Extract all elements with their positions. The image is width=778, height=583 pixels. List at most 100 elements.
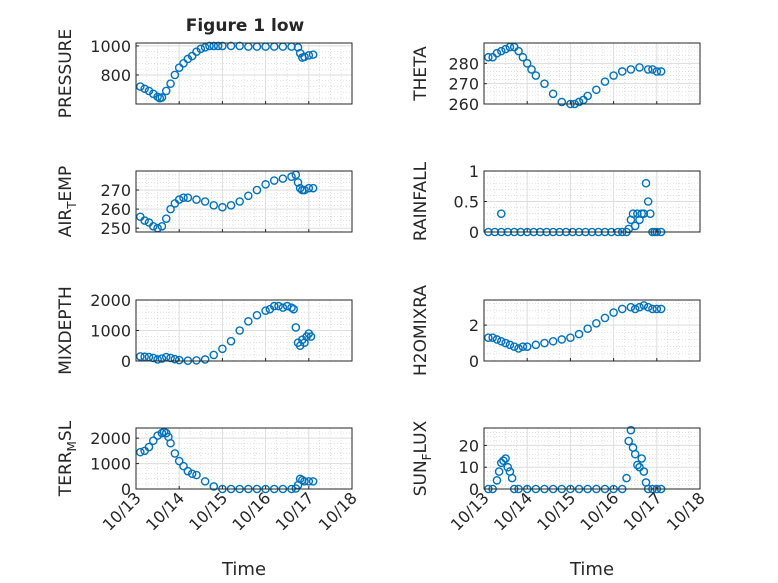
- y-tick-label: 2: [469, 316, 479, 335]
- y-tick-label: 800: [100, 66, 131, 85]
- data-point: [557, 97, 567, 107]
- data-point: [174, 456, 184, 466]
- data-point: [514, 344, 523, 353]
- y-tick-label: 0: [121, 480, 131, 499]
- data-point: [166, 438, 175, 448]
- data-point: [226, 41, 236, 51]
- data-point: [269, 301, 279, 311]
- y-tick-label: 0: [469, 352, 479, 371]
- data-point: [287, 303, 296, 312]
- data-point: [637, 454, 646, 463]
- data-point: [200, 477, 210, 486]
- data-point: [209, 350, 219, 360]
- data-point: [496, 336, 506, 346]
- x-tick-label: 10/16: [576, 488, 622, 534]
- data-point: [501, 454, 510, 463]
- data-point: [609, 71, 618, 80]
- y-tick-label: 280: [448, 54, 479, 73]
- y-axis-label: H2OMIXRA: [411, 285, 431, 376]
- data-point: [300, 52, 309, 62]
- data-point: [574, 329, 584, 339]
- data-point: [161, 86, 171, 96]
- data-point: [484, 52, 493, 62]
- y-tick-label: 1: [469, 162, 479, 181]
- data-point: [205, 41, 214, 51]
- data-point: [592, 85, 601, 95]
- data-point: [269, 176, 279, 185]
- data-point: [170, 449, 180, 458]
- data-point: [153, 92, 162, 102]
- data-point: [157, 221, 167, 231]
- data-point: [136, 82, 145, 91]
- data-point: [648, 65, 657, 74]
- data-point: [583, 91, 592, 101]
- x-tick-label: 10/15: [533, 488, 579, 534]
- data-point: [293, 178, 303, 187]
- data-point: [179, 59, 188, 68]
- data-point: [300, 477, 309, 486]
- data-point: [499, 456, 508, 465]
- data-point: [600, 313, 610, 323]
- y-axis-label: THETA: [411, 46, 431, 102]
- data-point: [592, 319, 601, 328]
- subplot-mixdepth: 0 1000 2000 MIXDEPTH: [56, 286, 353, 375]
- axes-box: [135, 42, 353, 105]
- data-point: [304, 477, 314, 486]
- data-point: [278, 174, 288, 183]
- data-point: [226, 201, 236, 210]
- data-point: [628, 209, 638, 218]
- data-point: [209, 41, 219, 51]
- data-point: [643, 302, 653, 312]
- y-tick-label: 0: [121, 352, 131, 371]
- data-point: [630, 221, 640, 231]
- data-point: [235, 326, 244, 335]
- data-point: [192, 470, 201, 480]
- data-point: [148, 353, 158, 363]
- data-point: [574, 97, 584, 107]
- data-point: [148, 221, 158, 231]
- y-axis-label: TERRMSL: [56, 420, 79, 497]
- data-point: [161, 214, 171, 223]
- data-point: [501, 44, 510, 54]
- data-point: [235, 41, 244, 51]
- data-point: [507, 473, 517, 483]
- x-tick-label: 10/14: [142, 488, 188, 534]
- y-tick-label: 2000: [90, 429, 131, 448]
- data-point: [166, 353, 175, 363]
- data-point: [226, 336, 236, 346]
- data-point: [209, 201, 219, 210]
- subplot-pressure: 800 1000 PRESSURE: [56, 29, 353, 118]
- data-point: [609, 308, 618, 317]
- data-point: [179, 461, 188, 471]
- y-axis-label: MIXDEPTH: [56, 286, 76, 375]
- data-point: [641, 178, 651, 188]
- y-axis-label: SUNFLUX: [411, 420, 434, 496]
- data-point: [540, 338, 549, 348]
- data-point: [183, 193, 193, 202]
- data-point: [136, 447, 145, 457]
- data-point: [496, 458, 506, 468]
- data-point: [635, 462, 644, 472]
- data-point: [200, 197, 210, 206]
- data-point: [209, 482, 219, 491]
- data-point: [308, 477, 318, 486]
- y-tick-label: 10: [459, 458, 479, 477]
- data-point: [308, 183, 318, 193]
- data-point: [144, 442, 154, 452]
- data-point: [252, 310, 262, 320]
- data-point: [548, 336, 558, 346]
- data-point: [148, 436, 158, 446]
- data-point: [496, 209, 506, 218]
- data-point: [501, 338, 510, 348]
- data-point: [648, 304, 657, 314]
- data-point: [522, 342, 532, 351]
- data-point: [300, 185, 309, 195]
- data-point: [633, 460, 642, 470]
- data-point: [626, 65, 636, 74]
- data-point: [503, 462, 513, 472]
- figure-title: Figure 1 low: [186, 16, 305, 36]
- data-point: [308, 50, 318, 59]
- data-point: [244, 317, 253, 326]
